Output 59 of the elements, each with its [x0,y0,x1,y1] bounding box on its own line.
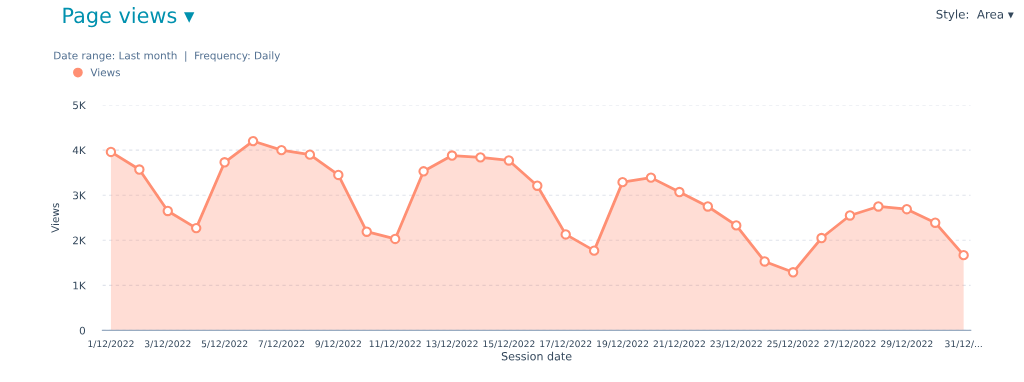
x-axis-title: Session date [501,351,572,361]
x-tick-label: 13/12/2022 [426,340,478,348]
point [162,205,173,217]
point [475,152,486,163]
x-tick-label: 15/12/2022 [483,340,535,348]
point [873,201,884,212]
x-tick-label: 1/12/2022 [88,340,134,348]
x-tick-label: 5/12/2022 [201,340,248,348]
x-tick-label: 19/12/2022 [597,340,649,348]
x-tick-label: 29/12/2022 [881,340,933,348]
x-tick-label: 31/12/... [945,340,982,348]
x-tick-label: 11/12/2022 [369,340,421,348]
point [304,149,316,160]
point [560,229,571,240]
y-tick-label: 4K [72,146,86,155]
point [617,176,628,188]
point [588,245,600,256]
point [389,233,401,245]
point [503,155,515,166]
x-tick-label: 3/12/2022 [144,340,191,348]
point [901,203,913,215]
text: Style: Area ▾ [936,9,1014,21]
point [702,201,714,212]
y-tick-label: 2K [73,236,86,245]
y-tick-label: 0 [79,326,86,335]
point [247,135,259,147]
point [532,180,543,191]
chart-subtitle: Date range: Last month | Frequency: Daily [54,51,281,62]
point [787,267,799,278]
y-axis-title: Views [51,203,60,233]
x-tick-label: 25/12/2022 [767,340,819,348]
point [418,166,429,177]
point [731,220,742,231]
x-tick-label: 17/12/2022 [540,340,592,348]
point [276,144,287,156]
point [134,164,145,175]
point [930,217,941,228]
x-tick-label: 21/12/2022 [653,340,705,348]
point [674,186,685,198]
point [844,210,856,221]
point [190,222,202,234]
y-tick-label: 1K [73,281,86,290]
x-tick-label: 7/12/2022 [258,340,305,348]
point [958,249,969,261]
point [333,169,344,181]
y-tick-label: 3K [73,191,86,200]
y-tick-label: 5K [73,101,86,110]
chart-title: Page views ▾ [63,7,195,28]
x-tick-label: 9/12/2022 [315,340,361,348]
point [105,146,117,158]
point [361,226,372,237]
point [816,232,827,244]
point [446,150,458,161]
point [645,172,657,183]
point [759,256,770,267]
x-tick-label: 27/12/2022 [824,340,876,348]
point [219,157,230,168]
x-tick-label: 23/12/2022 [710,340,762,348]
legend-label: Views [90,68,121,77]
